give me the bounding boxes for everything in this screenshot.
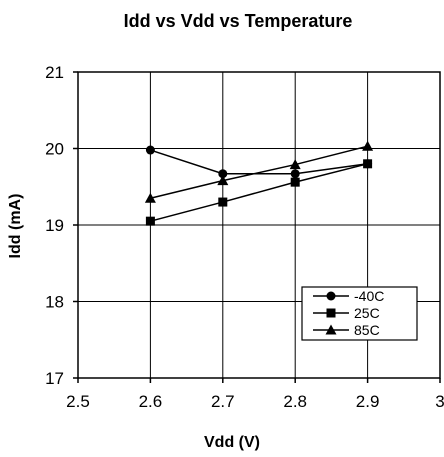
series-line-40c [150,149,368,175]
y-axis-label: Idd (mA) [7,194,24,259]
data-point-25c [290,177,300,187]
data-point-85c [289,159,301,170]
x-tick-label: 2.8 [283,392,307,411]
data-point-85c [217,175,229,186]
x-axis-label: Vdd (V) [204,434,260,451]
y-tick-label: 18 [45,293,64,312]
x-tick-label: 3 [435,392,444,411]
x-tick-label: 2.7 [211,392,235,411]
data-point-25c [145,216,155,226]
x-tick-label: 2.9 [356,392,380,411]
data-point-85c [144,192,156,203]
data-point-40c [218,169,228,179]
series-25c [145,159,373,226]
legend-marker [326,308,336,318]
legend-marker [326,291,336,301]
x-tick-label: 2.5 [66,392,90,411]
data-point-40c [290,169,300,179]
chart-title: Idd vs Vdd vs Temperature [124,11,353,31]
legend-item-25c: 25C [313,305,380,321]
axis-ticks: 2.5 2.6 2.7 2.8 2.9 3 17 18 19 20 21 [45,63,444,411]
y-tick-label: 21 [45,63,64,82]
series-line-25c [150,163,368,222]
x-tick-label: 2.6 [139,392,163,411]
legend-label: 85C [354,322,380,338]
legend-label: 25C [354,305,380,321]
data-point-40c [145,145,155,155]
series-group [144,140,374,226]
series-line-85c [150,145,368,199]
grid [78,72,440,378]
y-tick-label: 20 [45,140,64,159]
data-point-25c [218,197,228,207]
legend-item-40c: -40C [313,288,384,304]
y-tick-label: 19 [45,216,64,235]
legend-marker [325,324,337,335]
series-85c [144,140,374,203]
data-point-25c [363,159,373,169]
data-point-85c [362,140,374,151]
legend-label: -40C [354,288,384,304]
legend-item-85c: 85C [313,322,380,338]
y-tick-label: 17 [45,369,64,388]
